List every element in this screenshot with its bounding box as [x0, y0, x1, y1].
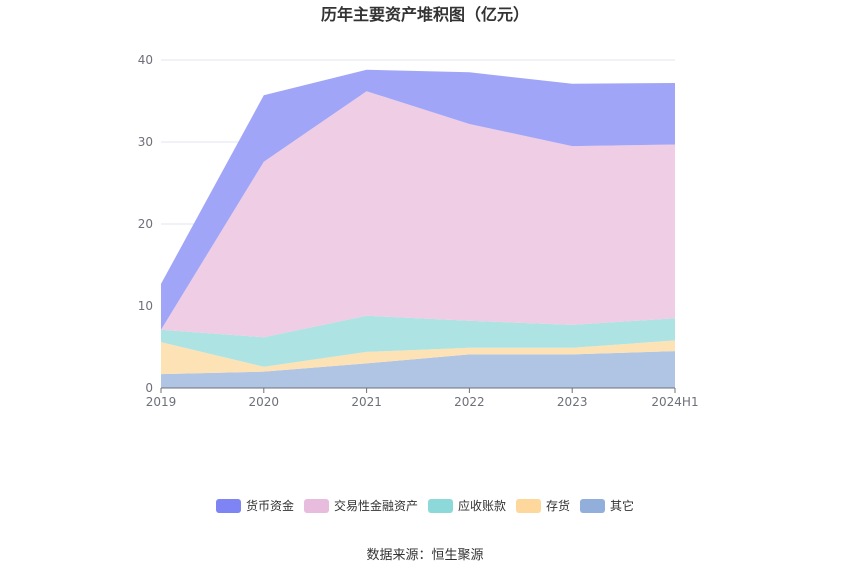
axes: 0 10 20 30 40 2019 2020 2021 2022 2023 2024H1 — [138, 53, 699, 409]
y-tick-label: 40 — [138, 53, 153, 67]
area-series-货币资金 — [161, 69, 675, 330]
x-tick-label: 2023 — [557, 395, 588, 409]
legend-item-应收账款[interactable]: 应收账款 — [428, 498, 506, 513]
legend-swatch — [428, 499, 453, 513]
area-series-存货 — [161, 340, 675, 375]
legend-swatch — [516, 499, 541, 513]
y-tick-label: 20 — [138, 217, 153, 231]
areas — [161, 69, 675, 388]
area-series-应收账款 — [161, 315, 675, 367]
legend-item-货币资金[interactable]: 货币资金 — [216, 498, 294, 513]
y-tick-label: 10 — [138, 299, 153, 313]
legend[interactable]: 货币资金 交易性金融资产 应收账款 存货 其它 — [216, 498, 634, 513]
legend-label: 其它 — [610, 498, 634, 513]
x-tick-label: 2019 — [146, 395, 177, 409]
x-tick-label: 2020 — [249, 395, 280, 409]
legend-swatch — [580, 499, 605, 513]
legend-label: 货币资金 — [246, 498, 294, 513]
source-note: 数据来源：恒生聚源 — [366, 548, 483, 563]
legend-label: 应收账款 — [458, 498, 506, 513]
x-tick-label: 2024H1 — [651, 395, 698, 409]
legend-swatch — [304, 499, 329, 513]
legend-item-交易性金融资产[interactable]: 交易性金融资产 — [304, 498, 418, 513]
x-tick-label: 2022 — [454, 395, 485, 409]
legend-swatch — [216, 499, 241, 513]
legend-label: 交易性金融资产 — [334, 498, 418, 513]
legend-item-其它[interactable]: 其它 — [580, 498, 634, 513]
y-tick-label: 0 — [145, 381, 153, 395]
legend-item-存货[interactable]: 存货 — [516, 498, 570, 513]
area-series-交易性金融资产 — [161, 91, 675, 338]
chart-title: 历年主要资产堆积图（亿元） — [321, 5, 529, 24]
area-series-其它 — [161, 351, 675, 388]
y-tick-label: 30 — [138, 135, 153, 149]
legend-label: 存货 — [546, 498, 570, 513]
x-tick-label: 2021 — [351, 395, 382, 409]
